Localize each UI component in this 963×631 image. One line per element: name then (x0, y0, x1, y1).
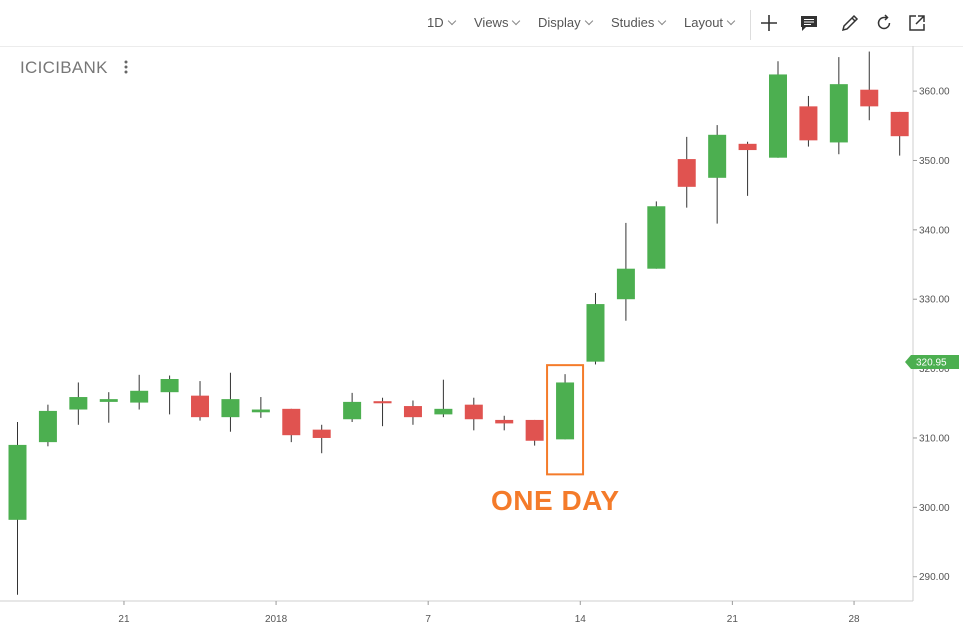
price-tick-label: 310.00 (919, 433, 950, 444)
interval-menu-label: 1D (427, 15, 444, 30)
candle-body-up[interactable] (251, 409, 270, 413)
time-tick-label: 7 (425, 614, 431, 625)
price-tick-label: 300.00 (919, 503, 950, 514)
candle-body-up[interactable] (130, 390, 149, 403)
candle-body-up[interactable] (586, 304, 605, 362)
chevron-down-icon (658, 16, 667, 26)
time-axis[interactable]: 21 2018 7 14 21 28 (0, 600, 913, 625)
candlestick-chart[interactable]: 290.00 300.00 310.00 320.00 330.00 340.00 350.… (0, 46, 963, 631)
time-tick-label: 21 (118, 614, 130, 625)
annotation-box (546, 364, 585, 476)
price-tick-label: 340.00 (919, 225, 950, 236)
chevron-down-icon (584, 16, 593, 26)
candle-body-up[interactable] (38, 410, 57, 443)
price-tick-label: 350.00 (919, 156, 950, 167)
views-menu-label: Views (474, 15, 509, 30)
candle-body-down[interactable] (525, 419, 544, 441)
annotation-label: ONE DAY (491, 485, 620, 516)
price-axis[interactable]: 290.00 300.00 310.00 320.00 330.00 340.00 350.… (905, 46, 959, 601)
candle-body-down[interactable] (799, 106, 818, 141)
candle-body-down[interactable] (312, 429, 331, 438)
toolbar-separator (750, 10, 751, 40)
symbol-label: ICICIBANK (20, 58, 108, 77)
comment-icon[interactable] (798, 12, 820, 34)
time-tick-label: 2018 (265, 614, 288, 625)
layout-menu-label: Layout (684, 15, 724, 30)
chevron-down-icon (447, 16, 456, 26)
candle-body-down[interactable] (464, 404, 483, 420)
time-tick-label: 21 (727, 614, 739, 625)
last-price-label: 320.95 (916, 358, 947, 369)
candle-body-down[interactable] (495, 419, 514, 424)
candle-body-down[interactable] (677, 159, 696, 187)
plus-icon[interactable] (758, 12, 780, 34)
interval-menu[interactable]: 1D (427, 15, 456, 30)
candle-body-up[interactable] (434, 408, 453, 415)
studies-menu[interactable]: Studies (611, 15, 667, 30)
external-link-icon[interactable] (906, 12, 928, 34)
last-price-marker (905, 355, 959, 370)
candle-body-up[interactable] (556, 382, 575, 440)
candle-body-up[interactable] (69, 397, 88, 410)
price-tick-label: 290.00 (919, 572, 950, 583)
display-menu-label: Display (538, 15, 581, 30)
price-tick-label: 320.00 (919, 364, 950, 375)
candle-body-up[interactable] (160, 379, 179, 393)
layout-menu[interactable]: Layout (684, 15, 736, 30)
candle-body-up[interactable] (616, 268, 635, 300)
candle-body-down[interactable] (191, 395, 210, 418)
candle-body-down[interactable] (738, 143, 757, 151)
candle-body-down[interactable] (373, 401, 392, 404)
display-menu[interactable]: Display (538, 15, 593, 30)
candle-body-down[interactable] (860, 89, 879, 107)
annotation-box-group (546, 364, 585, 476)
refresh-icon[interactable] (873, 12, 895, 34)
time-tick-label: 14 (575, 614, 587, 625)
views-menu[interactable]: Views (474, 15, 521, 30)
chevron-down-icon (726, 16, 736, 26)
candles-group (8, 51, 909, 595)
candle-body-down[interactable] (403, 406, 422, 418)
candle-body-up[interactable] (99, 399, 118, 402)
candle-body-up[interactable] (647, 206, 666, 269)
time-tick-label: 28 (848, 614, 860, 625)
candle-body-up[interactable] (829, 84, 848, 143)
candle-body-up[interactable] (769, 74, 787, 158)
price-tick-label: 330.00 (919, 295, 950, 306)
studies-menu-label: Studies (611, 15, 655, 30)
candle-body-up[interactable] (221, 399, 240, 418)
candle-body-up[interactable] (8, 444, 27, 520)
candle-body-up[interactable] (708, 134, 727, 178)
price-tick-label: 360.00 (919, 87, 950, 98)
candle-body-up[interactable] (343, 401, 362, 420)
candle-body-down[interactable] (282, 408, 301, 436)
pencil-icon[interactable] (839, 12, 861, 34)
more-options-icon[interactable] (122, 58, 130, 78)
candle-body-down[interactable] (890, 111, 909, 137)
chevron-down-icon (512, 16, 521, 26)
toolbar: 1D Views Display Studies Layout (0, 0, 963, 47)
